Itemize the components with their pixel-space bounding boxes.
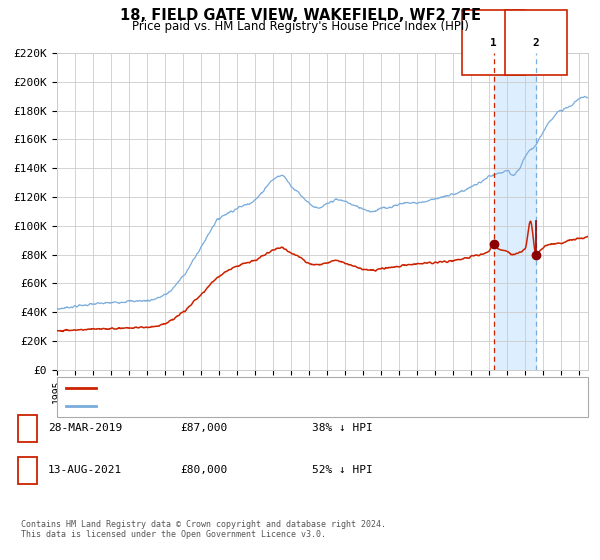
Text: Price paid vs. HM Land Registry's House Price Index (HPI): Price paid vs. HM Land Registry's House …: [131, 20, 469, 32]
Bar: [493, 53, 536, 370]
Text: 28-MAR-2019: 28-MAR-2019: [48, 423, 122, 433]
Text: £80,000: £80,000: [180, 465, 227, 475]
Text: HPI: Average price, semi-detached house, Wakefield: HPI: Average price, semi-detached house,…: [102, 402, 402, 411]
Text: 38% ↓ HPI: 38% ↓ HPI: [312, 423, 373, 433]
Text: 2: 2: [24, 465, 31, 475]
Text: 18, FIELD GATE VIEW, WAKEFIELD, WF2 7FE: 18, FIELD GATE VIEW, WAKEFIELD, WF2 7FE: [119, 8, 481, 24]
Text: 52% ↓ HPI: 52% ↓ HPI: [312, 465, 373, 475]
Text: £87,000: £87,000: [180, 423, 227, 433]
Text: 18, FIELD GATE VIEW, WAKEFIELD, WF2 7FE (semi-detached house): 18, FIELD GATE VIEW, WAKEFIELD, WF2 7FE …: [102, 383, 468, 393]
Text: 1: 1: [24, 423, 31, 433]
Text: 1: 1: [490, 38, 497, 48]
Text: 2: 2: [533, 38, 539, 48]
Text: Contains HM Land Registry data © Crown copyright and database right 2024.: Contains HM Land Registry data © Crown c…: [21, 520, 386, 529]
Text: 13-AUG-2021: 13-AUG-2021: [48, 465, 122, 475]
Text: This data is licensed under the Open Government Licence v3.0.: This data is licensed under the Open Gov…: [21, 530, 326, 539]
